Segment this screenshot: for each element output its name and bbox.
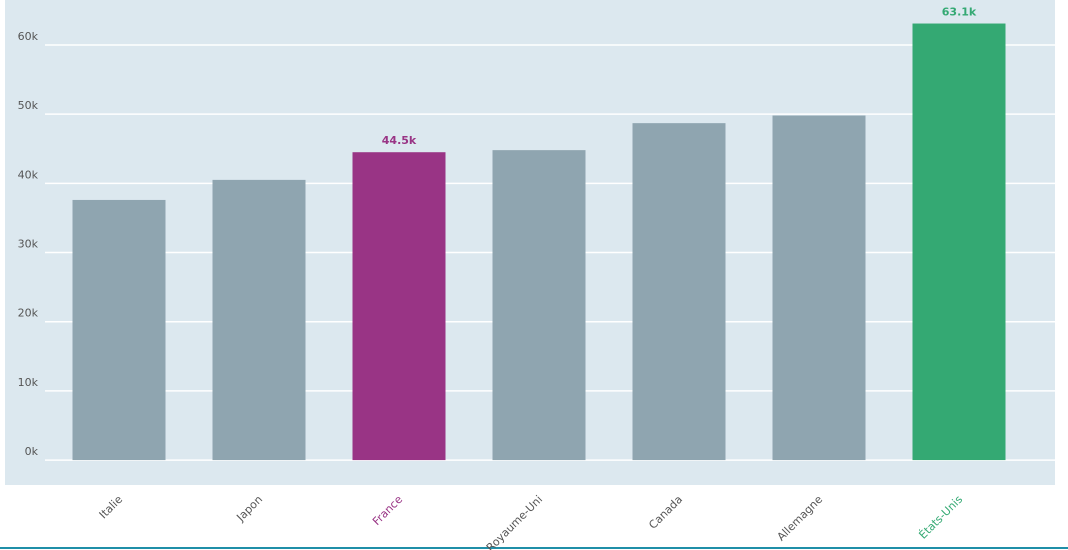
x-tick-label: États-Unis [916, 493, 965, 542]
y-tick-label: 40k [18, 168, 39, 181]
x-tick-label: France [370, 493, 405, 528]
bar [772, 115, 866, 461]
y-tick-label: 10k [18, 376, 39, 389]
x-tick-label: Royaume-Uni [484, 493, 545, 550]
x-tick-label: Allemagne [774, 493, 825, 544]
bar [632, 123, 726, 461]
bar [912, 23, 1006, 461]
y-tick-label: 20k [18, 307, 39, 320]
y-tick-label: 50k [18, 99, 39, 112]
x-tick-label: Italie [97, 493, 126, 522]
y-tick-label: 0k [25, 445, 39, 458]
y-tick-label: 30k [18, 238, 39, 251]
y-tick-label: 60k [18, 30, 39, 43]
x-tick-label: Japon [234, 493, 266, 525]
value-label: 63.1k [942, 6, 977, 19]
x-tick-label: Canada [646, 493, 685, 532]
bar [352, 152, 446, 461]
bar [492, 150, 586, 461]
bar [212, 179, 306, 461]
bar [72, 199, 166, 461]
value-label: 44.5k [382, 134, 417, 147]
